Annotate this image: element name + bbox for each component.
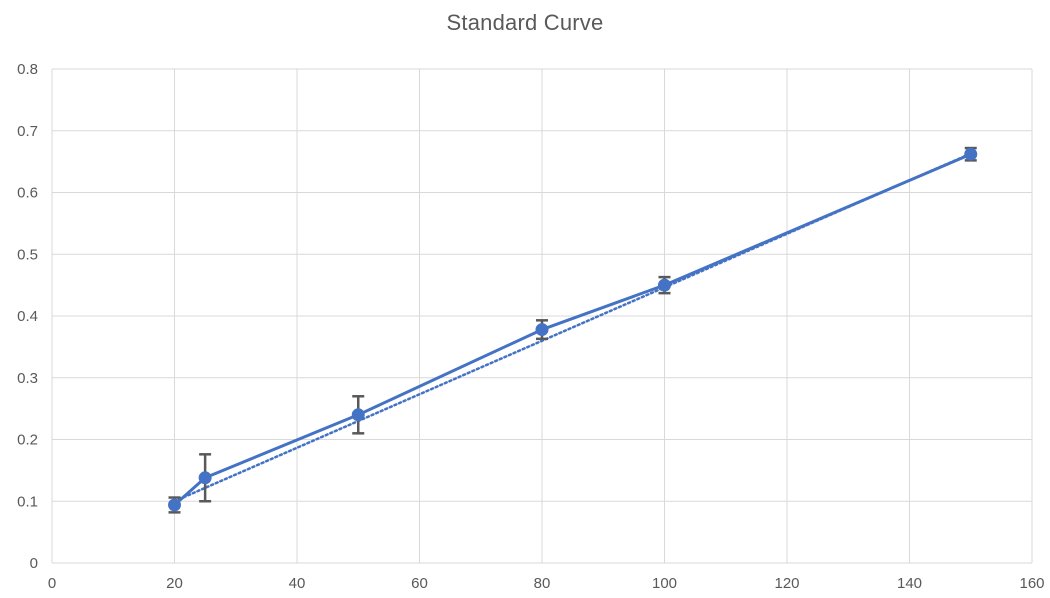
y-tick-label: 0 [30, 555, 38, 572]
data-point [535, 323, 549, 337]
chart-title: Standard Curve [446, 10, 604, 35]
x-tick-label: 140 [897, 575, 922, 592]
data-point [964, 147, 978, 161]
series-line [173, 152, 972, 507]
x-tick-label: 40 [289, 575, 306, 592]
x-tick-label: 60 [411, 575, 428, 592]
y-tick-label: 0.6 [17, 185, 38, 202]
axis-labels: 0 20 40 60 80 100 120 140 160 0 0.1 0.2 0.3 0.4 0.5 0.6… [17, 61, 1044, 592]
markers-layer [168, 147, 978, 512]
y-tick-label: 0.2 [17, 432, 38, 449]
x-tick-label: 0 [48, 575, 56, 592]
data-point [198, 471, 212, 485]
gridlines [51, 68, 1033, 564]
x-tick-label: 20 [166, 575, 183, 592]
data-point [168, 498, 181, 512]
y-tick-label: 0.8 [17, 61, 38, 78]
data-point [351, 408, 365, 422]
x-tick-label: 80 [534, 575, 551, 592]
series-layer [173, 152, 972, 507]
y-tick-label: 0.7 [17, 123, 38, 140]
x-tick-label: 120 [774, 575, 799, 592]
y-tick-label: 0.1 [17, 493, 38, 510]
y-tick-label: 0.4 [17, 308, 38, 325]
data-point [658, 278, 671, 292]
y-tick-label: 0.3 [17, 370, 38, 387]
x-tick-label: 100 [652, 575, 677, 592]
y-tick-label: 0.5 [17, 246, 38, 263]
x-tick-label: 160 [1019, 575, 1044, 592]
